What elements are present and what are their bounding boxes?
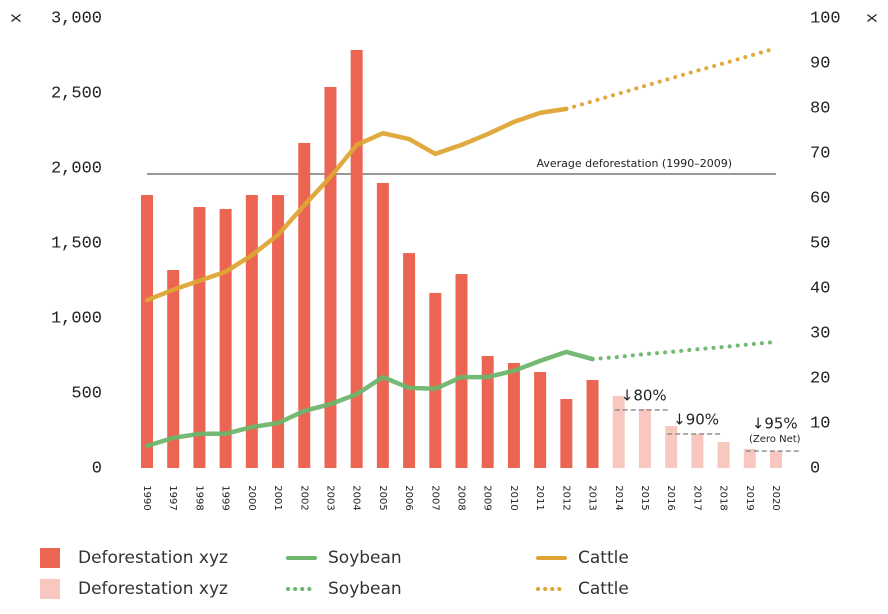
reference-label: Average deforestation (1990–2009) xyxy=(537,157,733,170)
legend-label: Soybean xyxy=(328,579,402,599)
bar xyxy=(638,409,651,468)
bar xyxy=(691,433,704,468)
bar xyxy=(193,207,206,468)
bar xyxy=(167,270,180,468)
bar xyxy=(612,396,625,468)
y2-tick-label: 50 xyxy=(810,234,830,253)
x-tick-label: 2009 xyxy=(482,485,493,510)
annotation: ↓80% xyxy=(621,386,667,404)
x-tick-label: 1997 xyxy=(167,485,178,510)
y2-tick-label: 100 xyxy=(810,9,841,28)
bar xyxy=(429,292,442,468)
x-tick-label: 2018 xyxy=(718,485,729,510)
y-tick-label: 1,000 xyxy=(51,309,102,328)
line xyxy=(564,46,778,111)
legend-label: Deforestation xyz xyxy=(78,548,228,568)
bar xyxy=(219,208,232,468)
y2-tick-label: 10 xyxy=(810,414,830,433)
y2-tick-label: 30 xyxy=(810,324,830,343)
y-tick-label: 2,000 xyxy=(51,159,102,178)
bar xyxy=(770,451,782,468)
x-tick-label: 2017 xyxy=(691,485,702,510)
y-tick-label: 500 xyxy=(71,384,102,403)
bar xyxy=(507,363,520,468)
x-tick-label: 2008 xyxy=(456,485,467,510)
annotation: ↓90% xyxy=(673,410,719,428)
y2-tick-label: 0 xyxy=(810,459,820,478)
legend-label: Deforestation xyz xyxy=(78,579,228,599)
x-tick-label: 2015 xyxy=(639,485,650,510)
x-tick-label: 2010 xyxy=(508,485,519,510)
y2-tick-label: 90 xyxy=(810,54,830,73)
legend-swatch xyxy=(40,579,60,599)
legend-label: Cattle xyxy=(578,548,629,568)
y2-tick-label: 20 xyxy=(810,369,830,388)
bar xyxy=(534,372,547,468)
bar xyxy=(743,448,756,468)
x-tick-label: 2007 xyxy=(429,485,440,510)
annotation: ↓95% xyxy=(752,415,798,433)
y-tick-label: 3,000 xyxy=(51,9,102,28)
y-tick-label: 0 xyxy=(92,459,102,478)
legend-label: Soybean xyxy=(328,548,402,568)
x-tick-label: 2019 xyxy=(744,485,755,510)
bar xyxy=(141,195,153,468)
x-tick-label: 2005 xyxy=(377,485,388,510)
x-tick-label: 2012 xyxy=(560,485,571,510)
bar xyxy=(586,379,599,468)
line xyxy=(590,340,778,362)
bar xyxy=(245,195,258,468)
annotation-note: (Zero Net) xyxy=(749,434,801,445)
y2-axis-label: x xyxy=(863,13,882,23)
x-tick-label: 2002 xyxy=(298,485,309,510)
x-tick-label: 2011 xyxy=(534,485,545,510)
line xyxy=(144,106,569,303)
x-tick-label: 2003 xyxy=(324,485,335,510)
bar xyxy=(717,442,730,468)
legend-swatch xyxy=(40,548,60,568)
legend-label: Cattle xyxy=(578,579,629,599)
x-tick-label: 2014 xyxy=(613,485,624,510)
bar xyxy=(560,399,573,468)
bar xyxy=(376,183,389,468)
y2-tick-label: 40 xyxy=(810,279,830,298)
x-tick-label: 2000 xyxy=(246,485,257,510)
bar xyxy=(324,87,337,468)
bar xyxy=(665,426,678,468)
y-tick-label: 1,500 xyxy=(51,234,102,253)
x-tick-label: 1998 xyxy=(193,485,204,510)
y2-tick-label: 70 xyxy=(810,144,830,163)
x-tick-label: 2020 xyxy=(770,485,781,510)
x-tick-label: 1990 xyxy=(141,485,152,510)
y2-tick-label: 60 xyxy=(810,189,830,208)
bar xyxy=(272,195,285,468)
line xyxy=(144,349,595,449)
bar xyxy=(298,142,311,468)
x-tick-label: 2006 xyxy=(403,485,414,510)
y-tick-label: 2,500 xyxy=(51,84,102,103)
bar xyxy=(481,355,494,468)
x-tick-label: 2004 xyxy=(351,485,362,510)
bar xyxy=(403,253,416,468)
bar xyxy=(455,274,468,468)
x-tick-label: 1999 xyxy=(220,485,231,510)
x-tick-label: 2001 xyxy=(272,485,283,510)
x-tick-label: 2016 xyxy=(665,485,676,510)
x-tick-label: 2013 xyxy=(587,485,598,510)
bar xyxy=(350,49,363,468)
y-axis-label: x xyxy=(7,13,26,23)
y2-tick-label: 80 xyxy=(810,99,830,118)
